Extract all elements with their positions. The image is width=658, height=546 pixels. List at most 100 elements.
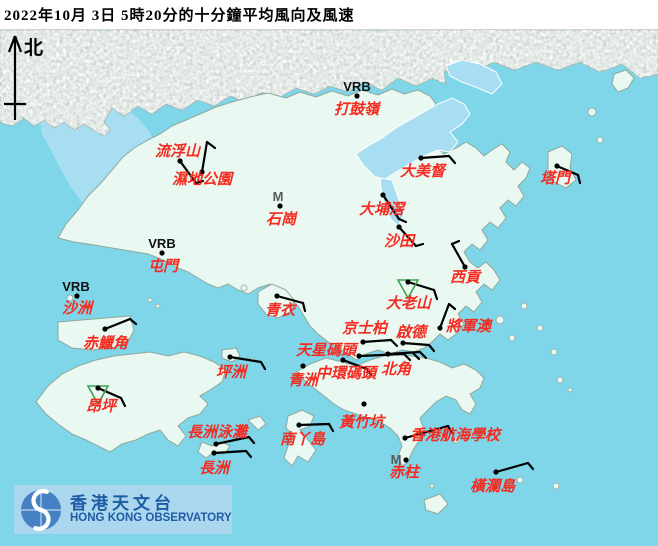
wind-barb	[259, 360, 267, 371]
station-wong-chuk-hang: 黃竹坑	[338, 401, 387, 431]
station-label: 京士柏	[342, 319, 389, 337]
wind-barb	[119, 396, 127, 408]
station-dot-icon	[396, 224, 402, 230]
station-chek-lap-kok: 赤鱲角	[83, 317, 138, 352]
wind-barb	[447, 154, 457, 165]
station-wetland-park: 濕地公園	[172, 140, 235, 188]
station-label: 橫瀾島	[470, 478, 517, 495]
station-label: 打鼓嶺	[334, 101, 381, 118]
wind-barb	[406, 280, 436, 292]
land-lantau-island	[35, 351, 227, 453]
wind-barb	[194, 179, 205, 185]
station-dot-icon	[400, 340, 406, 346]
islet	[516, 476, 524, 484]
wind-barb	[397, 217, 408, 224]
station-flag-m: M	[391, 452, 402, 467]
islet	[429, 483, 435, 489]
starling-inlet-water	[445, 59, 503, 95]
station-dot-icon	[102, 326, 108, 332]
wind-barb	[205, 140, 217, 150]
wind-barb	[411, 351, 421, 361]
station-dot-icon	[361, 401, 367, 407]
station-dot-icon	[159, 250, 165, 256]
wind-barb	[401, 341, 431, 347]
station-label: 大老山	[386, 295, 433, 312]
station-label: 西貢	[450, 269, 482, 286]
islet	[550, 348, 558, 356]
islet	[587, 107, 597, 117]
wind-barb	[297, 422, 331, 427]
station-dot-icon	[277, 203, 283, 209]
station-dot-icon	[554, 163, 560, 169]
station-dot-icon	[213, 441, 219, 447]
islet	[556, 376, 564, 384]
wind-barb	[576, 173, 582, 185]
islet	[147, 297, 153, 303]
station-label: 赤柱	[389, 464, 421, 481]
station-dot-icon	[356, 353, 362, 359]
hko-logo-chinese: 香港天文台	[70, 493, 175, 513]
station-dot-icon	[340, 357, 346, 363]
wind-barb	[103, 317, 132, 331]
station-cheung-chau-beach: 長洲泳灘	[187, 424, 256, 447]
station-stanley: M赤柱	[389, 452, 421, 481]
station-label: 屯門	[148, 258, 181, 275]
station-lamma-island: 南丫島	[280, 422, 335, 448]
wind-barb	[494, 461, 530, 474]
station-dot-icon	[418, 155, 424, 161]
wind-barb	[341, 358, 369, 371]
small-islets	[66, 107, 604, 490]
station-label: 青洲	[288, 372, 321, 389]
station-tuen-mun: VRB 屯門	[148, 236, 181, 275]
station-dot-icon	[296, 422, 302, 428]
station-label: 長洲	[199, 460, 232, 477]
wind-barb	[361, 338, 393, 344]
station-green-island: 青洲	[288, 363, 321, 389]
hko-logo: 香港天文台 HONG KONG OBSERVATORY	[14, 485, 232, 534]
wind-barb	[419, 154, 451, 160]
tolo-harbour-water	[355, 97, 471, 181]
islet	[155, 303, 161, 309]
station-tseung-kwan-o: 將軍澳	[437, 302, 493, 335]
islet	[452, 436, 460, 444]
station-tates-cairn: 大老山	[386, 279, 439, 312]
wind-barb	[555, 164, 580, 177]
station-dot-icon	[211, 450, 217, 456]
hko-logo-english: HONG KONG OBSERVATORY	[70, 512, 232, 525]
station-dot-icon	[95, 385, 101, 391]
station-shek-kong: M 石崗	[266, 189, 298, 228]
station-ngong-ping: 昂坪	[86, 385, 127, 415]
wind-barb	[432, 288, 439, 301]
wind-barb	[397, 225, 418, 248]
station-label: 北角	[381, 361, 412, 378]
station-dot-icon	[403, 457, 409, 463]
station-ta-kwu-ling: VRB 打鼓嶺	[334, 79, 381, 118]
station-dot-icon	[300, 363, 306, 369]
islet	[495, 315, 505, 325]
wind-barb	[244, 449, 253, 459]
land-tsing-yi	[257, 283, 295, 319]
wind-barb	[200, 140, 209, 174]
station-kai-tak: 啟德	[396, 324, 436, 353]
station-label: 長洲泳灘	[187, 424, 250, 441]
islet	[77, 303, 83, 309]
wind-barb	[450, 242, 467, 269]
station-label: 天星碼頭	[296, 342, 359, 359]
station-label: 中環碼頭	[316, 365, 379, 382]
station-label: 青衣	[265, 301, 298, 319]
station-dot-icon	[380, 192, 386, 198]
wind-barb	[389, 338, 399, 348]
station-peng-chau: 坪洲	[216, 354, 267, 381]
station-flag-vrb: VRB	[343, 79, 370, 94]
station-tai-po-kau: 大埔滘	[359, 192, 408, 224]
wind-barb	[402, 352, 412, 362]
station-waglan-island: 橫瀾島	[470, 461, 535, 495]
wind-barb	[128, 317, 138, 326]
station-hk-sea-school: 香港航海學校	[402, 424, 503, 444]
wind-barb	[418, 350, 428, 360]
station-label: 啟德	[396, 324, 429, 341]
islet	[520, 302, 528, 310]
